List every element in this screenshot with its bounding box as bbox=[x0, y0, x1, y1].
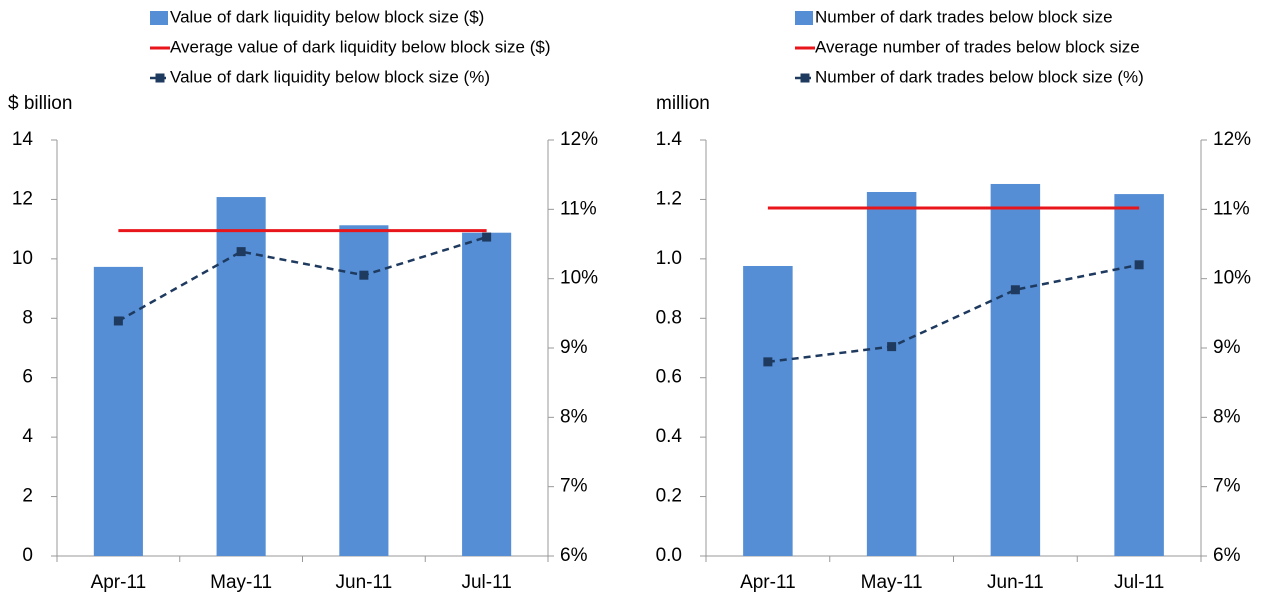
x-tick-label: Jun-11 bbox=[336, 572, 393, 593]
y-tick-label: 1.2 bbox=[656, 188, 682, 209]
x-tick-label: Jul-11 bbox=[461, 572, 511, 593]
marker bbox=[482, 232, 492, 242]
marker bbox=[359, 270, 369, 280]
y-tick-label: 10 bbox=[12, 248, 33, 269]
y-tick-label: 2 bbox=[22, 486, 33, 507]
x-tick-label: May-11 bbox=[861, 572, 923, 593]
y-tick-label: 4 bbox=[22, 426, 33, 447]
x-tick-label: May-11 bbox=[210, 572, 272, 593]
legend-label: Value of dark liquidity below block size… bbox=[170, 7, 484, 26]
marker bbox=[113, 316, 123, 326]
bar bbox=[339, 225, 389, 556]
bar bbox=[743, 265, 793, 556]
y2-tick-label: 12% bbox=[560, 129, 598, 150]
x-tick-label: Jul-11 bbox=[1114, 572, 1164, 593]
x-tick-label: Apr-11 bbox=[91, 572, 147, 593]
dashed-line bbox=[767, 263, 1140, 364]
marker bbox=[1010, 285, 1020, 295]
y2-tick-label: 8% bbox=[1213, 406, 1241, 427]
y2-tick-label: 6% bbox=[560, 545, 588, 566]
legend-label: Average number of trades below block siz… bbox=[815, 37, 1140, 56]
y-tick-label: 1.4 bbox=[656, 129, 683, 150]
legend-label: Average value of dark liquidity below bl… bbox=[170, 37, 551, 56]
y2-tick-label: 12% bbox=[1213, 129, 1251, 150]
y2-tick-label: 8% bbox=[560, 406, 588, 427]
y2-tick-label: 9% bbox=[560, 337, 588, 358]
y-tick-label: 0 bbox=[22, 545, 33, 566]
legend-label: Number of dark trades below block size bbox=[815, 7, 1113, 26]
bar bbox=[93, 266, 143, 556]
marker bbox=[1134, 260, 1144, 270]
y-tick-label: 8 bbox=[22, 307, 33, 328]
legend-label: Number of dark trades below block size (… bbox=[815, 67, 1144, 86]
y-tick-label: 0.4 bbox=[656, 426, 683, 447]
y-tick-label: 1.0 bbox=[656, 248, 682, 269]
x-tick-label: Jun-11 bbox=[987, 572, 1044, 593]
marker bbox=[763, 357, 773, 367]
x-tick-label: Apr-11 bbox=[740, 572, 796, 593]
legend-swatch bbox=[150, 11, 168, 25]
bar bbox=[462, 232, 512, 557]
y2-tick-label: 9% bbox=[1213, 337, 1241, 358]
bar bbox=[990, 183, 1041, 556]
y-axis-label: $ billion bbox=[8, 93, 72, 114]
legend-marker bbox=[800, 73, 810, 83]
y-tick-label: 0.8 bbox=[656, 307, 682, 328]
bar bbox=[866, 192, 917, 556]
y-tick-label: 14 bbox=[12, 129, 34, 150]
bar bbox=[1114, 194, 1164, 556]
y2-tick-label: 11% bbox=[1213, 198, 1250, 219]
y2-tick-label: 10% bbox=[1213, 268, 1251, 289]
y-tick-label: 12 bbox=[12, 188, 33, 209]
y-tick-label: 0.2 bbox=[656, 486, 682, 507]
y-tick-label: 0.0 bbox=[656, 545, 682, 566]
y-tick-label: 6 bbox=[22, 367, 33, 388]
legend-swatch bbox=[795, 11, 813, 25]
y2-tick-label: 7% bbox=[1213, 476, 1241, 497]
y2-tick-label: 7% bbox=[560, 476, 588, 497]
legend-marker bbox=[155, 73, 165, 83]
y-tick-label: 0.6 bbox=[656, 367, 682, 388]
dashed-line bbox=[117, 235, 487, 323]
y2-tick-label: 11% bbox=[560, 198, 597, 219]
marker bbox=[236, 247, 246, 257]
y2-tick-label: 6% bbox=[1213, 545, 1241, 566]
y-axis-label: million bbox=[656, 93, 710, 114]
legend-label: Value of dark liquidity below block size… bbox=[170, 67, 490, 86]
y2-tick-label: 10% bbox=[560, 268, 598, 289]
marker bbox=[887, 342, 897, 352]
bar bbox=[216, 197, 266, 556]
